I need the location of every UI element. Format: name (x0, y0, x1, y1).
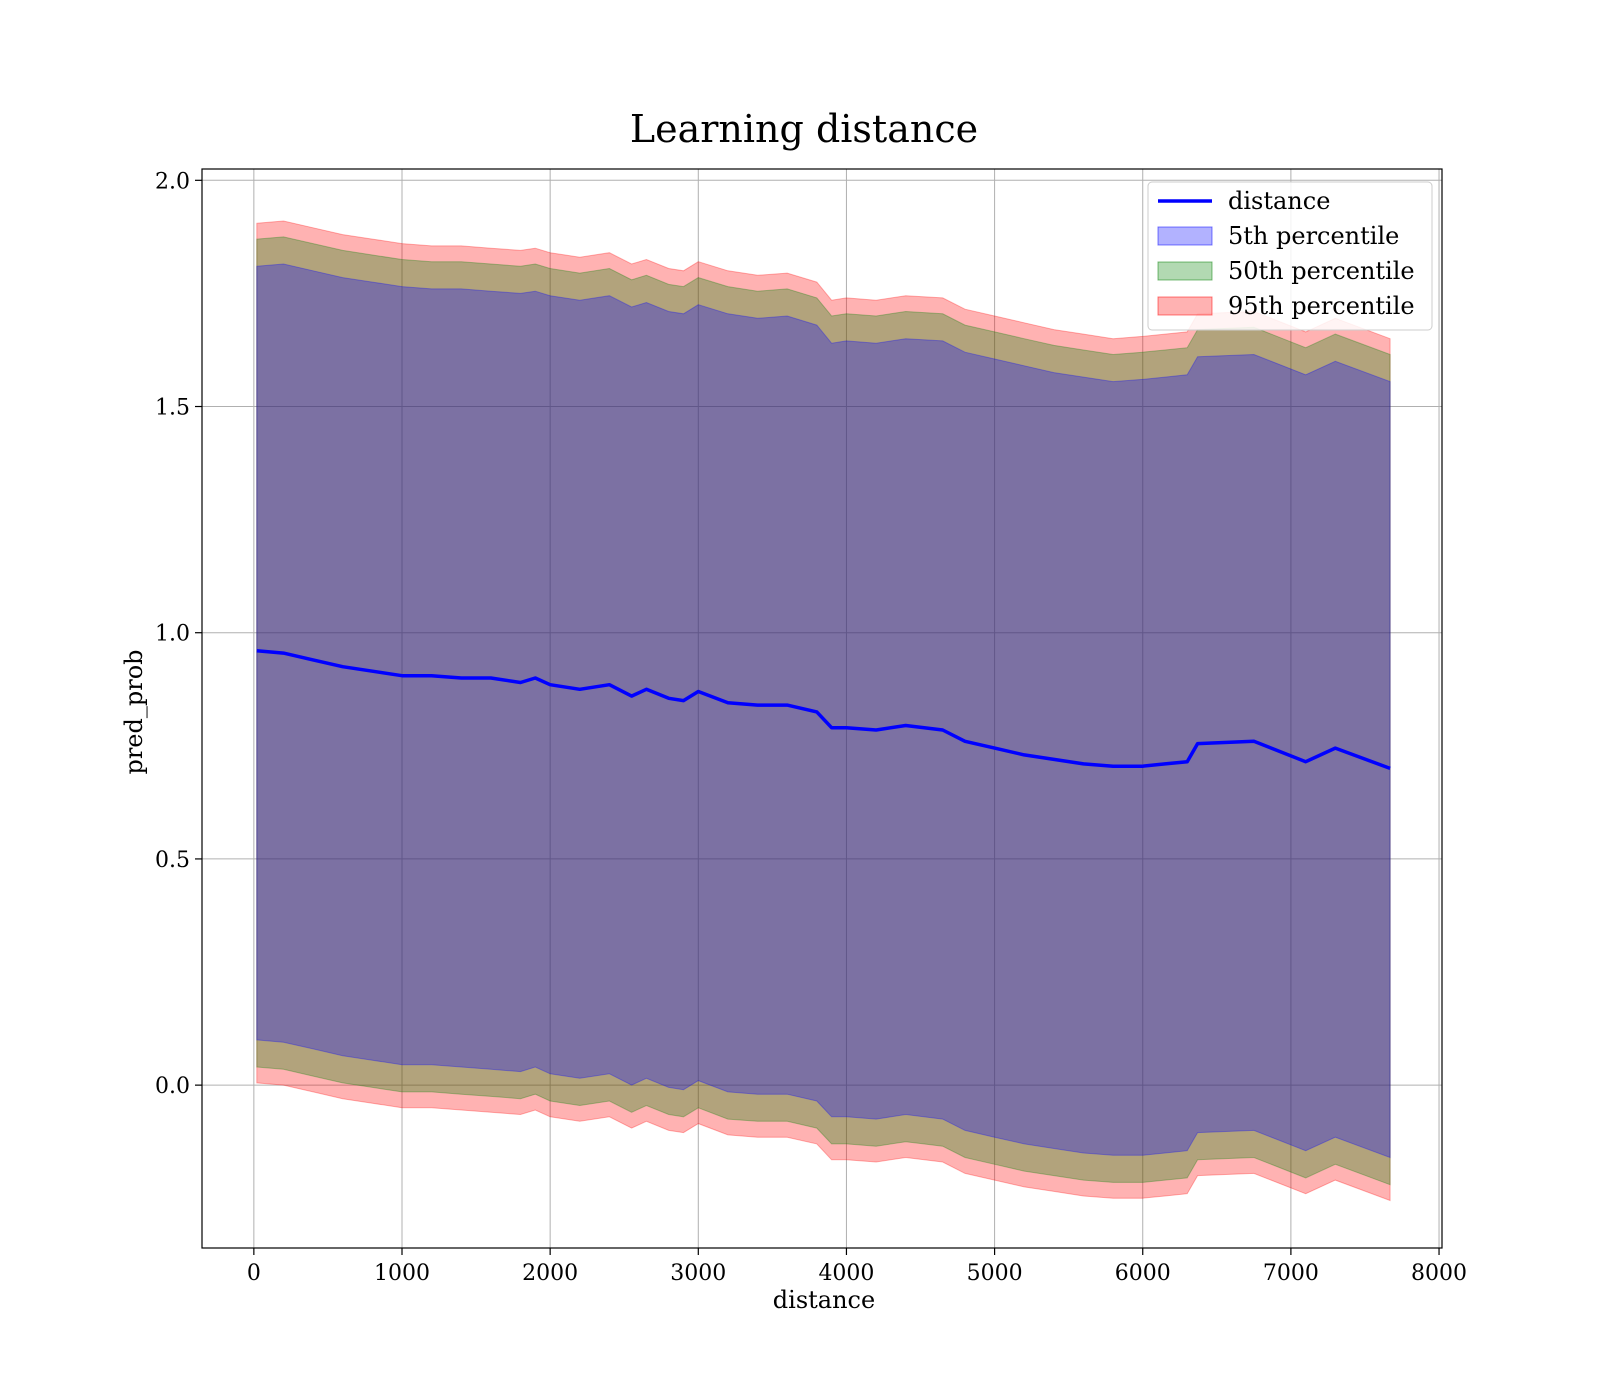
legend-swatch-5th-percentile (1157, 226, 1213, 246)
y-axis-ticks: 0.0 0.5 1.0 1.5 2.0 (155, 169, 202, 1099)
series-lines (256, 649, 1391, 771)
y-tick-label: 1.0 (155, 622, 190, 647)
legend-swatch-50th-percentile (1157, 261, 1213, 281)
y-tick-label: 0.0 (155, 1074, 190, 1099)
chart-title: Learning distance (630, 107, 978, 151)
legend-swatch-95th-percentile (1157, 296, 1213, 316)
line-distance (256, 649, 1391, 771)
plot-area-frame (201, 168, 1443, 1249)
legend-label-95th-percentile: 95th percentile (1228, 292, 1415, 320)
legend: distance 5th percentile 50th percentile … (1147, 181, 1433, 331)
x-axis-label: distance (773, 1286, 875, 1314)
grid (202, 169, 1442, 1248)
y-tick-label: 1.5 (155, 396, 190, 421)
x-tick-label: 7000 (1263, 1261, 1319, 1286)
legend-label-5th-percentile: 5th percentile (1228, 222, 1399, 250)
x-tick-label: 4000 (818, 1261, 874, 1286)
legend-label-distance: distance (1228, 187, 1330, 215)
x-tick-label: 8000 (1411, 1261, 1467, 1286)
legend-box (1147, 181, 1433, 331)
y-tick-label: 2.0 (155, 169, 190, 194)
x-tick-label: 3000 (670, 1261, 726, 1286)
y-axis-label: pred_prob (120, 649, 148, 774)
x-tick-label: 5000 (967, 1261, 1023, 1286)
x-tick-label: 0 (247, 1261, 261, 1286)
x-tick-label: 1000 (374, 1261, 430, 1286)
x-tick-label: 2000 (522, 1261, 578, 1286)
legend-label-50th-percentile: 50th percentile (1228, 257, 1415, 285)
band-50th-percentile (256, 236, 1391, 1186)
y-tick-label: 0.5 (155, 848, 190, 873)
band-5th-percentile (256, 263, 1391, 1159)
band-95th-percentile (256, 220, 1391, 1202)
x-tick-label: 6000 (1115, 1261, 1171, 1286)
x-axis-ticks: 0 1000 2000 3000 4000 5000 6000 7000 8000 (247, 1248, 1467, 1286)
percentile-bands (256, 220, 1391, 1202)
